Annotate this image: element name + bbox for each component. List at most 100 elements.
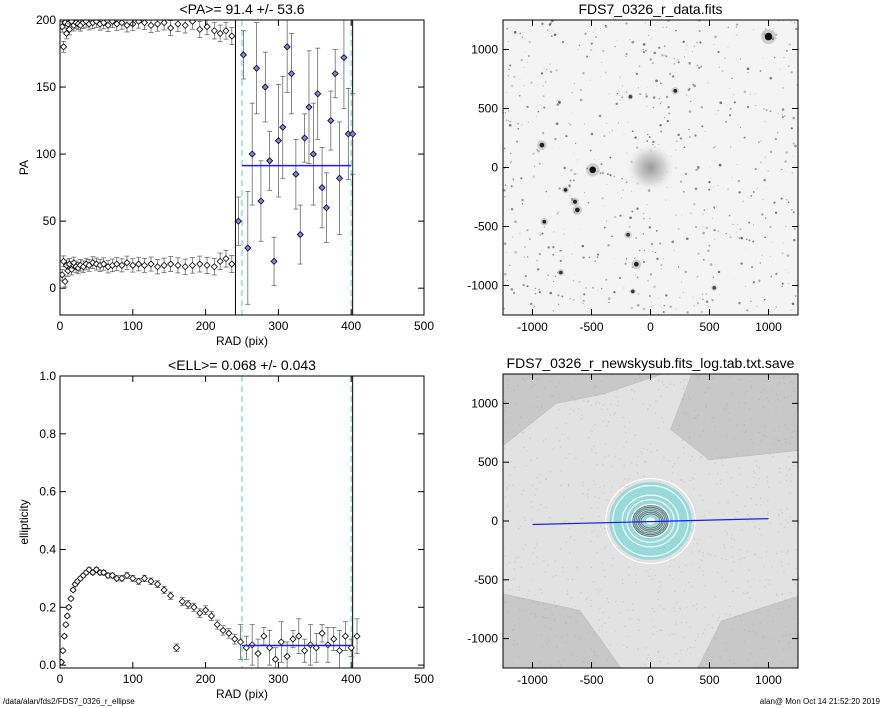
background-source (605, 278, 608, 281)
data-point (216, 29, 224, 37)
noise-pixel (545, 506, 547, 509)
background-source (609, 174, 612, 177)
noise-pixel (539, 481, 541, 483)
background-source (631, 130, 634, 133)
noise-pixel (623, 447, 625, 449)
background-source (568, 122, 570, 124)
noise-pixel (711, 656, 713, 658)
noise-pixel (731, 570, 733, 572)
noise-pixel (681, 397, 683, 399)
noise-pixel (752, 521, 755, 523)
background-source (583, 123, 586, 125)
noise-pixel (738, 378, 740, 380)
noise-pixel (758, 528, 761, 530)
background-source (622, 189, 624, 191)
background-source (713, 146, 715, 149)
noise-pixel (792, 381, 794, 384)
noise-pixel (607, 601, 609, 603)
noise-pixel (787, 549, 789, 552)
noise-pixel (658, 380, 660, 382)
y-tick-label: 0.4 (39, 542, 56, 556)
background-source (773, 201, 776, 204)
background-source (590, 42, 593, 45)
background-source (605, 24, 607, 26)
noise-pixel (601, 562, 603, 564)
noise-pixel (721, 557, 723, 560)
noise-pixel (575, 655, 578, 657)
noise-pixel (637, 648, 639, 650)
background-source (563, 166, 566, 170)
noise-pixel (689, 479, 692, 481)
data-point (347, 644, 355, 652)
data-point (292, 170, 300, 178)
noise-pixel (696, 542, 698, 545)
y-tick-label: 1000 (471, 396, 498, 410)
background-source (575, 173, 577, 175)
noise-pixel (785, 553, 787, 555)
x-tick-label: 100 (123, 672, 143, 686)
data-point (100, 569, 108, 577)
data-point (228, 260, 236, 268)
data-point (203, 261, 211, 269)
noise-pixel (522, 598, 524, 600)
noise-pixel (778, 471, 781, 473)
noise-pixel (775, 393, 777, 396)
noise-pixel (544, 608, 547, 610)
noise-pixel (610, 403, 612, 406)
background-source (581, 244, 584, 248)
noise-pixel (568, 453, 571, 455)
background-source (769, 150, 773, 154)
noise-pixel (512, 629, 515, 631)
noise-pixel (675, 621, 677, 623)
background-source (625, 181, 628, 184)
noise-pixel (535, 543, 537, 545)
noise-pixel (754, 665, 756, 667)
background-source (775, 272, 778, 275)
noise-pixel (758, 398, 760, 401)
noise-pixel (716, 483, 718, 485)
data-point (69, 586, 77, 594)
noise-pixel (532, 407, 535, 409)
background-source (788, 43, 792, 46)
noise-pixel (729, 605, 731, 607)
data-point (167, 260, 175, 268)
noise-pixel (544, 387, 546, 390)
background-source (588, 56, 590, 57)
noise-pixel (683, 385, 685, 387)
data-point (270, 257, 278, 265)
noise-pixel (594, 424, 596, 426)
background-source (781, 285, 783, 287)
y-tick-label: 0.0 (39, 658, 56, 672)
background-source (558, 210, 560, 212)
background-source (594, 36, 597, 39)
background-source (690, 212, 692, 214)
noise-pixel (714, 426, 716, 428)
background-source (571, 91, 573, 94)
background-source (735, 231, 737, 233)
noise-pixel (622, 579, 624, 581)
x-tick-label: 400 (341, 672, 361, 686)
noise-pixel (550, 665, 552, 667)
noise-pixel (715, 448, 717, 450)
data-point (108, 571, 116, 580)
noise-pixel (746, 486, 748, 488)
background-source (533, 305, 536, 308)
background-source (791, 21, 793, 22)
noise-pixel (574, 400, 576, 402)
noise-pixel (530, 501, 532, 503)
background-source (512, 236, 514, 238)
noise-pixel (758, 431, 760, 433)
y-axis-label: ellipticity (17, 499, 31, 544)
data-point (172, 644, 181, 652)
background-source (753, 28, 754, 30)
noise-pixel (629, 421, 631, 423)
noise-pixel (562, 433, 564, 435)
background-source (714, 35, 717, 39)
background-source (546, 291, 548, 293)
noise-pixel (524, 544, 527, 546)
data-point (266, 644, 274, 652)
noise-pixel (780, 523, 782, 525)
background-source (735, 23, 739, 26)
noise-pixel (541, 592, 543, 594)
background-source (521, 124, 523, 126)
